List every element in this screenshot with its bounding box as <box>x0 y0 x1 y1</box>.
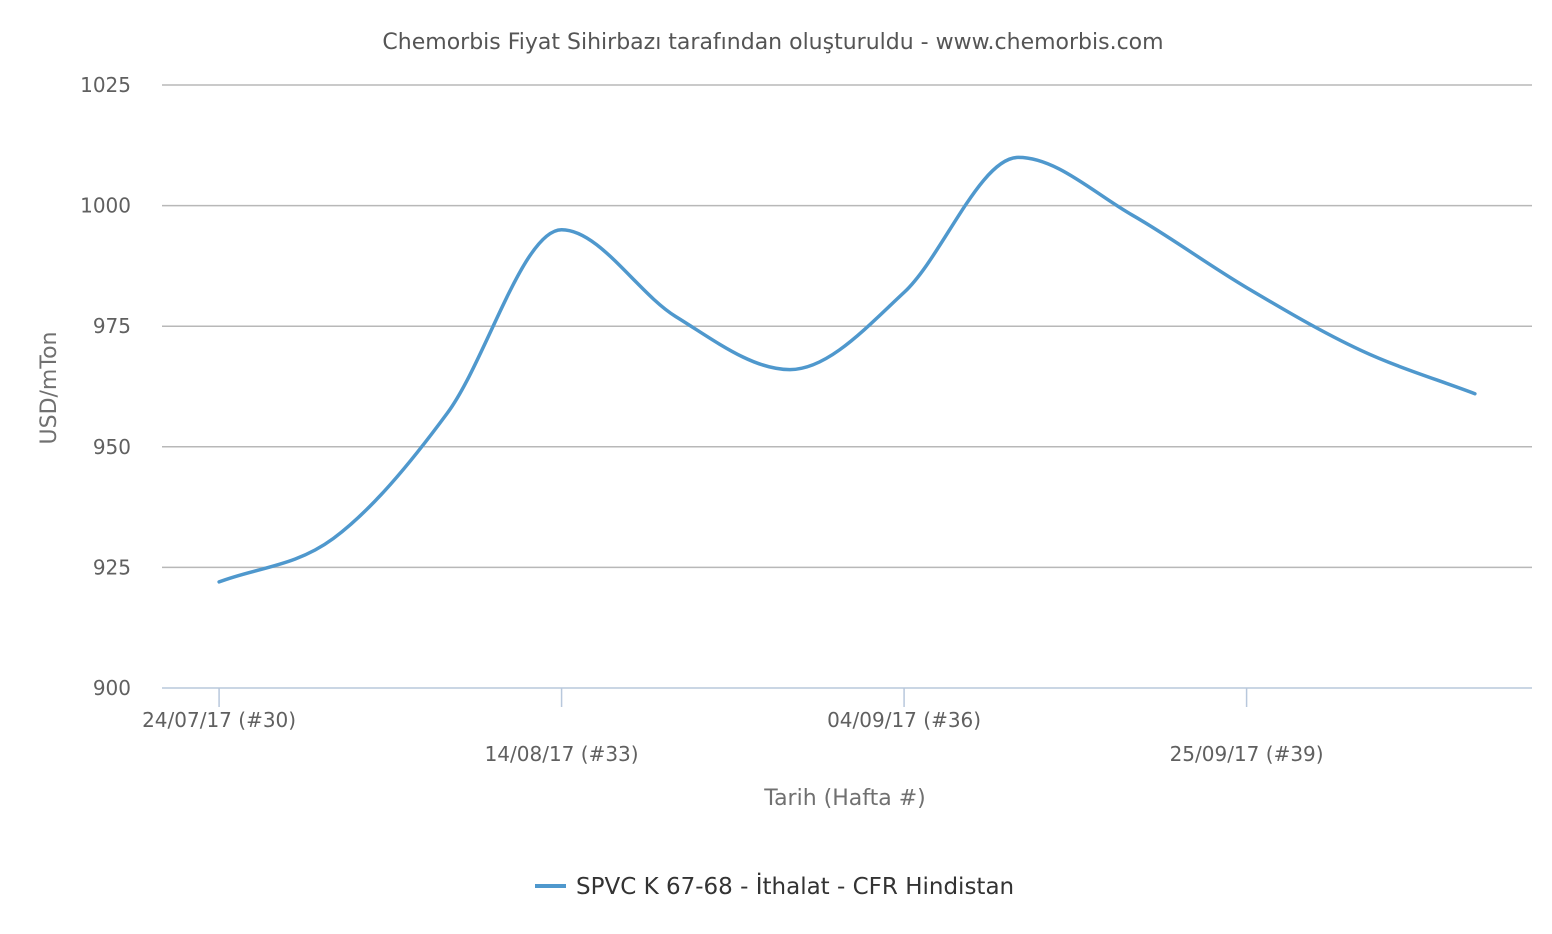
y-axis-ticks: 900 925 950 975 1000 1025 <box>80 73 131 700</box>
legend[interactable]: SPVC K 67-68 - İthalat - CFR Hindistan <box>535 872 1014 900</box>
data-point[interactable] <box>784 364 796 376</box>
series-layer <box>213 151 1481 588</box>
grid-lines <box>162 84 1532 569</box>
data-point[interactable] <box>327 532 339 544</box>
series-line[interactable] <box>217 155 1477 584</box>
y-tick-label: 925 <box>93 555 131 579</box>
y-tick-label: 1000 <box>80 194 131 218</box>
x-axis: 24/07/17 (#30) 14/08/17 (#33) 04/09/17 (#3… <box>142 687 1532 766</box>
legend-label[interactable]: SPVC K 67-68 - İthalat - CFR Hindistan <box>576 872 1014 900</box>
data-point[interactable] <box>1241 282 1253 294</box>
x-tick-label: 14/08/17 (#33) <box>485 742 639 766</box>
y-tick-label: 900 <box>93 676 131 700</box>
y-tick-label: 975 <box>93 314 131 338</box>
data-point[interactable] <box>898 286 910 298</box>
x-axis-title: Tarih (Hafta #) <box>763 786 925 811</box>
x-tick-label: 04/09/17 (#36) <box>827 708 981 732</box>
data-point[interactable] <box>1469 388 1481 400</box>
data-point[interactable] <box>1126 209 1138 221</box>
data-point[interactable] <box>441 407 453 419</box>
y-tick-label: 1025 <box>80 73 131 97</box>
data-point[interactable] <box>213 576 225 588</box>
y-tick-label: 950 <box>93 435 131 459</box>
data-point[interactable] <box>670 311 682 323</box>
data-point[interactable] <box>1355 344 1367 356</box>
y-axis-title: USD/mTon <box>37 332 62 445</box>
x-tick-label: 24/07/17 (#30) <box>142 708 296 732</box>
data-point[interactable] <box>556 224 568 236</box>
x-tick-label: 25/09/17 (#39) <box>1170 742 1324 766</box>
chart-title: Chemorbis Fiyat Sihirbazı tarafından olu… <box>382 30 1163 55</box>
data-point[interactable] <box>1012 151 1024 163</box>
